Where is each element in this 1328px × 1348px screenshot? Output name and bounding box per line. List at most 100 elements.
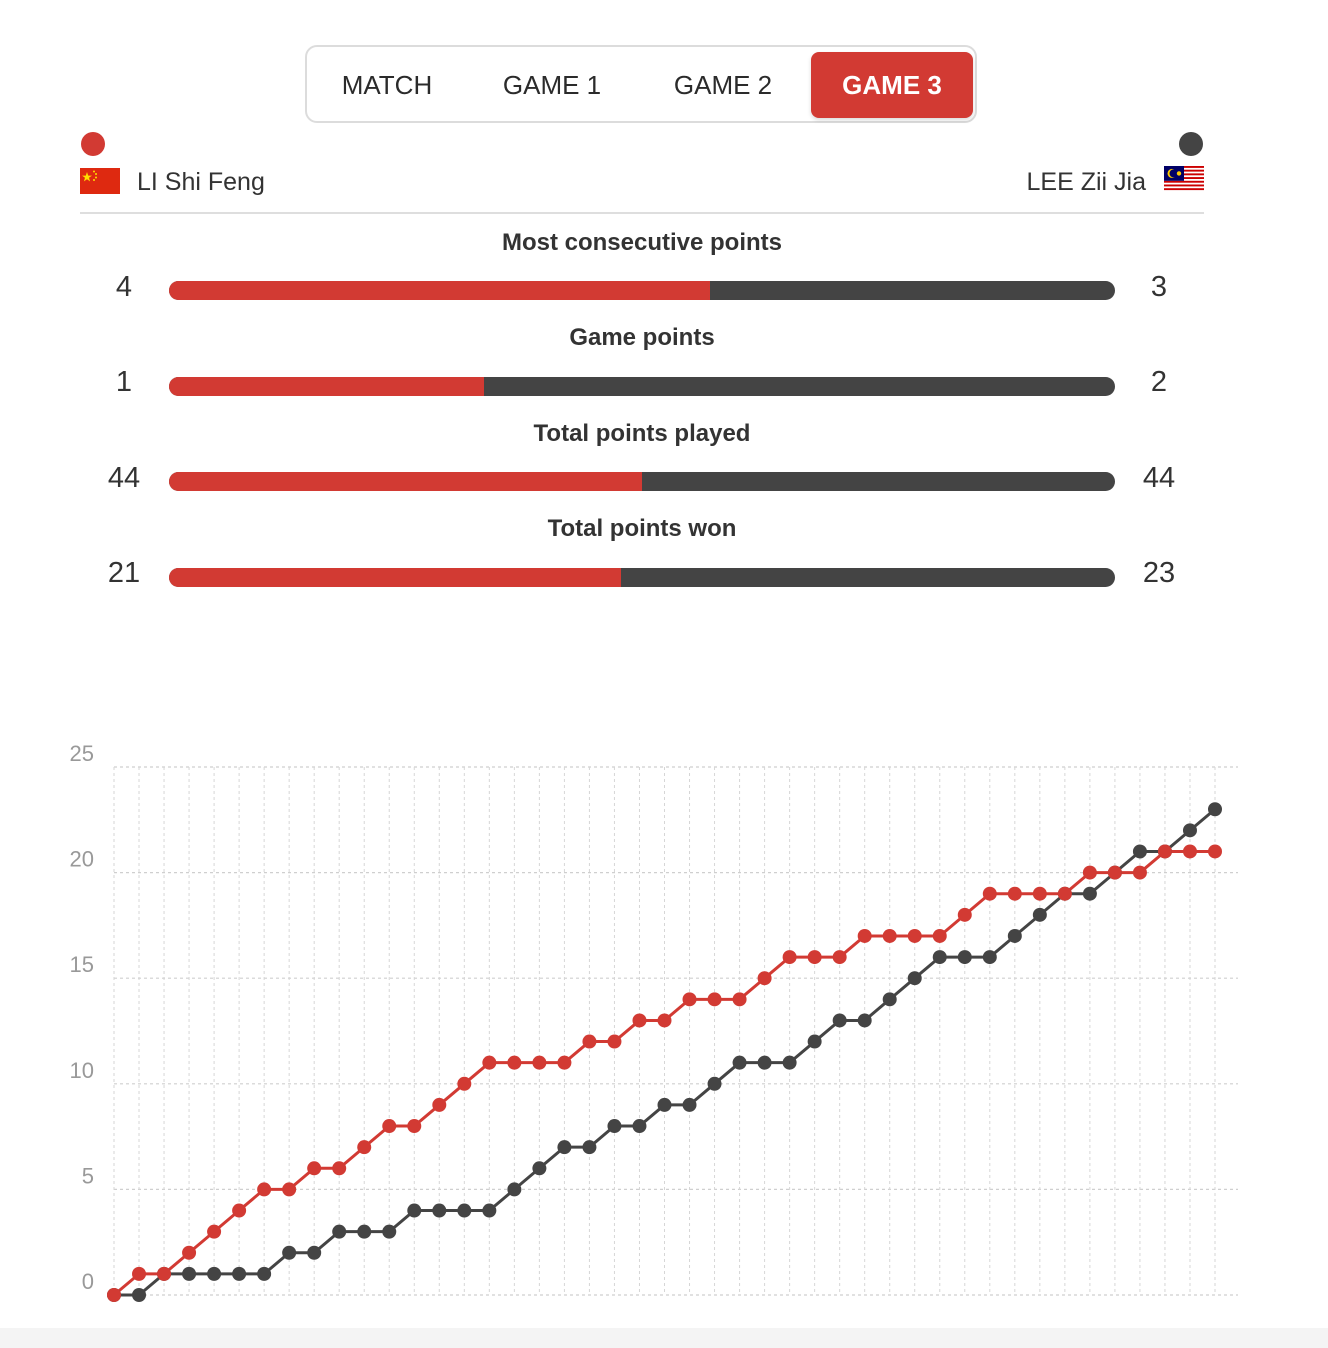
series-point	[1032, 886, 1047, 901]
series-point	[1182, 844, 1197, 859]
series-point	[432, 1203, 447, 1218]
series-point	[582, 1140, 597, 1155]
series-point	[307, 1161, 322, 1176]
series-point	[357, 1224, 372, 1239]
game-tab-bar: MATCH GAME 1 GAME 2 GAME 3	[305, 45, 977, 123]
stat-right-value: 3	[1150, 271, 1168, 303]
tab-match[interactable]: MATCH	[341, 70, 433, 100]
series-point	[407, 1203, 422, 1218]
series-point	[182, 1266, 197, 1281]
series-point	[632, 1119, 647, 1134]
series-point	[782, 1055, 797, 1070]
stat-bar-left-fill	[169, 281, 710, 300]
series-point	[582, 1034, 597, 1049]
series-point	[432, 1097, 447, 1112]
stat-bar-left-fill	[169, 377, 485, 396]
series-point	[632, 1013, 647, 1028]
series-point	[607, 1034, 622, 1049]
series-point	[882, 928, 897, 943]
stat-bar-left-fill	[169, 472, 642, 491]
series-point	[957, 907, 972, 922]
series-point	[832, 950, 847, 965]
series-point	[257, 1266, 272, 1281]
series-point	[857, 928, 872, 943]
stat-title-consecutive: Most consecutive points	[501, 229, 783, 256]
stat-bar-left-fill	[169, 568, 621, 587]
tab-game-3[interactable]: GAME 3	[811, 52, 973, 118]
series-point	[607, 1119, 622, 1134]
series-point	[457, 1076, 472, 1091]
series-point	[457, 1203, 472, 1218]
series-point	[507, 1182, 522, 1197]
series-point	[557, 1140, 572, 1155]
series-point	[707, 992, 722, 1007]
series-point	[932, 928, 947, 943]
series-point	[1132, 844, 1147, 859]
right-player-color-dot	[1179, 132, 1203, 156]
series-point	[707, 1076, 722, 1091]
series-point	[107, 1288, 121, 1302]
series-point	[282, 1245, 297, 1260]
series-point	[232, 1266, 247, 1281]
series-point	[1132, 865, 1147, 880]
stat-left-value: 44	[107, 462, 141, 494]
series-point	[232, 1203, 247, 1218]
series-point	[557, 1055, 572, 1070]
series-point	[382, 1119, 397, 1134]
series-point	[1032, 907, 1047, 922]
left-player-color-dot	[81, 132, 105, 156]
series-point	[1057, 886, 1072, 901]
series-point	[1208, 802, 1222, 817]
series-point	[932, 950, 947, 965]
tab-game-1[interactable]: GAME 1	[502, 70, 602, 100]
series-point	[857, 1013, 872, 1028]
series-point	[982, 886, 997, 901]
series-point	[282, 1182, 297, 1197]
series-point	[1182, 823, 1197, 838]
china-flag-icon	[80, 168, 120, 194]
series-point	[482, 1203, 497, 1218]
series-point	[257, 1182, 272, 1197]
series-point	[157, 1266, 172, 1281]
y-tick-label: 10	[70, 1058, 94, 1083]
series-point	[1007, 928, 1022, 943]
series-point	[1107, 865, 1122, 880]
series-point	[532, 1161, 547, 1176]
malaysia-flag-icon	[1164, 166, 1204, 192]
header-divider	[80, 212, 1204, 214]
series-point	[832, 1013, 847, 1028]
series-point	[1208, 844, 1222, 859]
right-player-name: LEE Zii Jia	[1026, 168, 1146, 196]
series-point	[807, 950, 822, 965]
series-point	[782, 950, 797, 965]
series-point	[132, 1288, 147, 1302]
series-point	[307, 1245, 322, 1260]
stat-bar	[169, 472, 1115, 491]
series-point	[882, 992, 897, 1007]
series-point	[907, 928, 922, 943]
page-footer-strip	[0, 1328, 1328, 1348]
stat-left-value: 21	[107, 557, 141, 589]
series-point	[532, 1055, 547, 1070]
stat-right-value: 23	[1142, 557, 1176, 589]
stat-left-value: 1	[115, 366, 133, 398]
series-point	[1082, 865, 1097, 880]
series-point	[382, 1224, 397, 1239]
y-tick-label: 25	[70, 741, 94, 766]
stat-title-total-won: Total points won	[547, 515, 737, 542]
series-point	[807, 1034, 822, 1049]
stat-left-value: 4	[115, 271, 133, 303]
series-point	[182, 1245, 197, 1260]
series-point	[957, 950, 972, 965]
tab-game-2[interactable]: GAME 2	[673, 70, 773, 100]
series-point	[982, 950, 997, 965]
series-point	[1082, 886, 1097, 901]
stat-bar	[169, 568, 1115, 587]
y-tick-label: 20	[70, 847, 94, 872]
series-point	[357, 1140, 372, 1155]
series-point	[332, 1224, 347, 1239]
series-point	[732, 1055, 747, 1070]
stat-title-game-points: Game points	[569, 324, 715, 351]
stat-right-value: 44	[1142, 462, 1176, 494]
series-point	[1157, 844, 1172, 859]
